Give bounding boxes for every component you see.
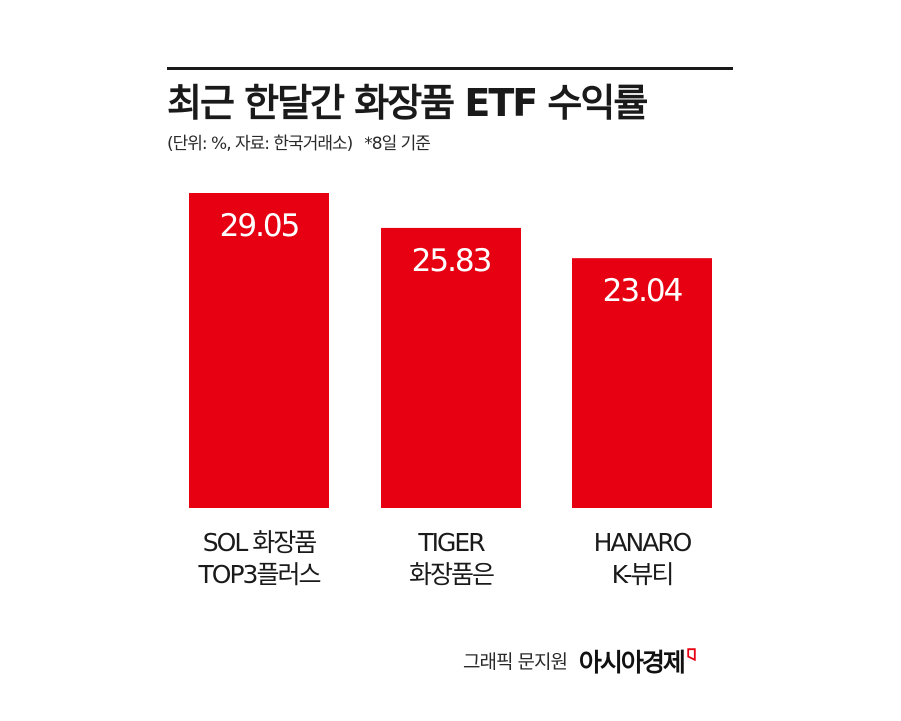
bar-1 [189, 193, 329, 508]
bar-3 [572, 258, 712, 508]
chart-subtitle: (단위: %, 자료: 한국거래소) *8일 기준 [167, 134, 431, 154]
brand-logo-icon [687, 648, 696, 661]
category-label-1: SOL 화장품 TOP3플러스 [159, 527, 359, 591]
bars-layer: 29.05 25.83 23.04 [189, 193, 712, 509]
category-label-2-line-2: 화장품은 [408, 560, 495, 589]
credit-line: 그래픽 문지원 아시아경제 [463, 648, 696, 677]
unit-source-note: (단위: %, 자료: 한국거래소) [167, 134, 353, 154]
category-label-2-line-1: TIGER [418, 528, 485, 557]
category-label-1-line-2: TOP3플러스 [198, 560, 322, 589]
bar-2 [381, 227, 521, 509]
date-note: *8일 기준 [364, 134, 431, 154]
chart-title: 최근 한달간 화장품 ETF 수익률 [167, 81, 648, 125]
brand-name: 아시아경제 [578, 648, 686, 677]
title-rule [167, 67, 733, 70]
category-label-2: TIGER 화장품은 [351, 527, 551, 591]
category-label-1-line-1: SOL 화장품 [202, 528, 317, 557]
category-label-3: HANARO K-뷰티 [542, 527, 742, 591]
category-label-3-line-2: K-뷰티 [611, 560, 675, 589]
graphic-credit: 그래픽 문지원 [463, 651, 568, 673]
bar-value-label-1: 29.05 [220, 208, 299, 244]
category-label-3-line-1: HANARO [593, 528, 693, 557]
bar-value-label-2: 25.83 [412, 243, 491, 279]
bar-value-label-3: 23.04 [603, 273, 682, 309]
